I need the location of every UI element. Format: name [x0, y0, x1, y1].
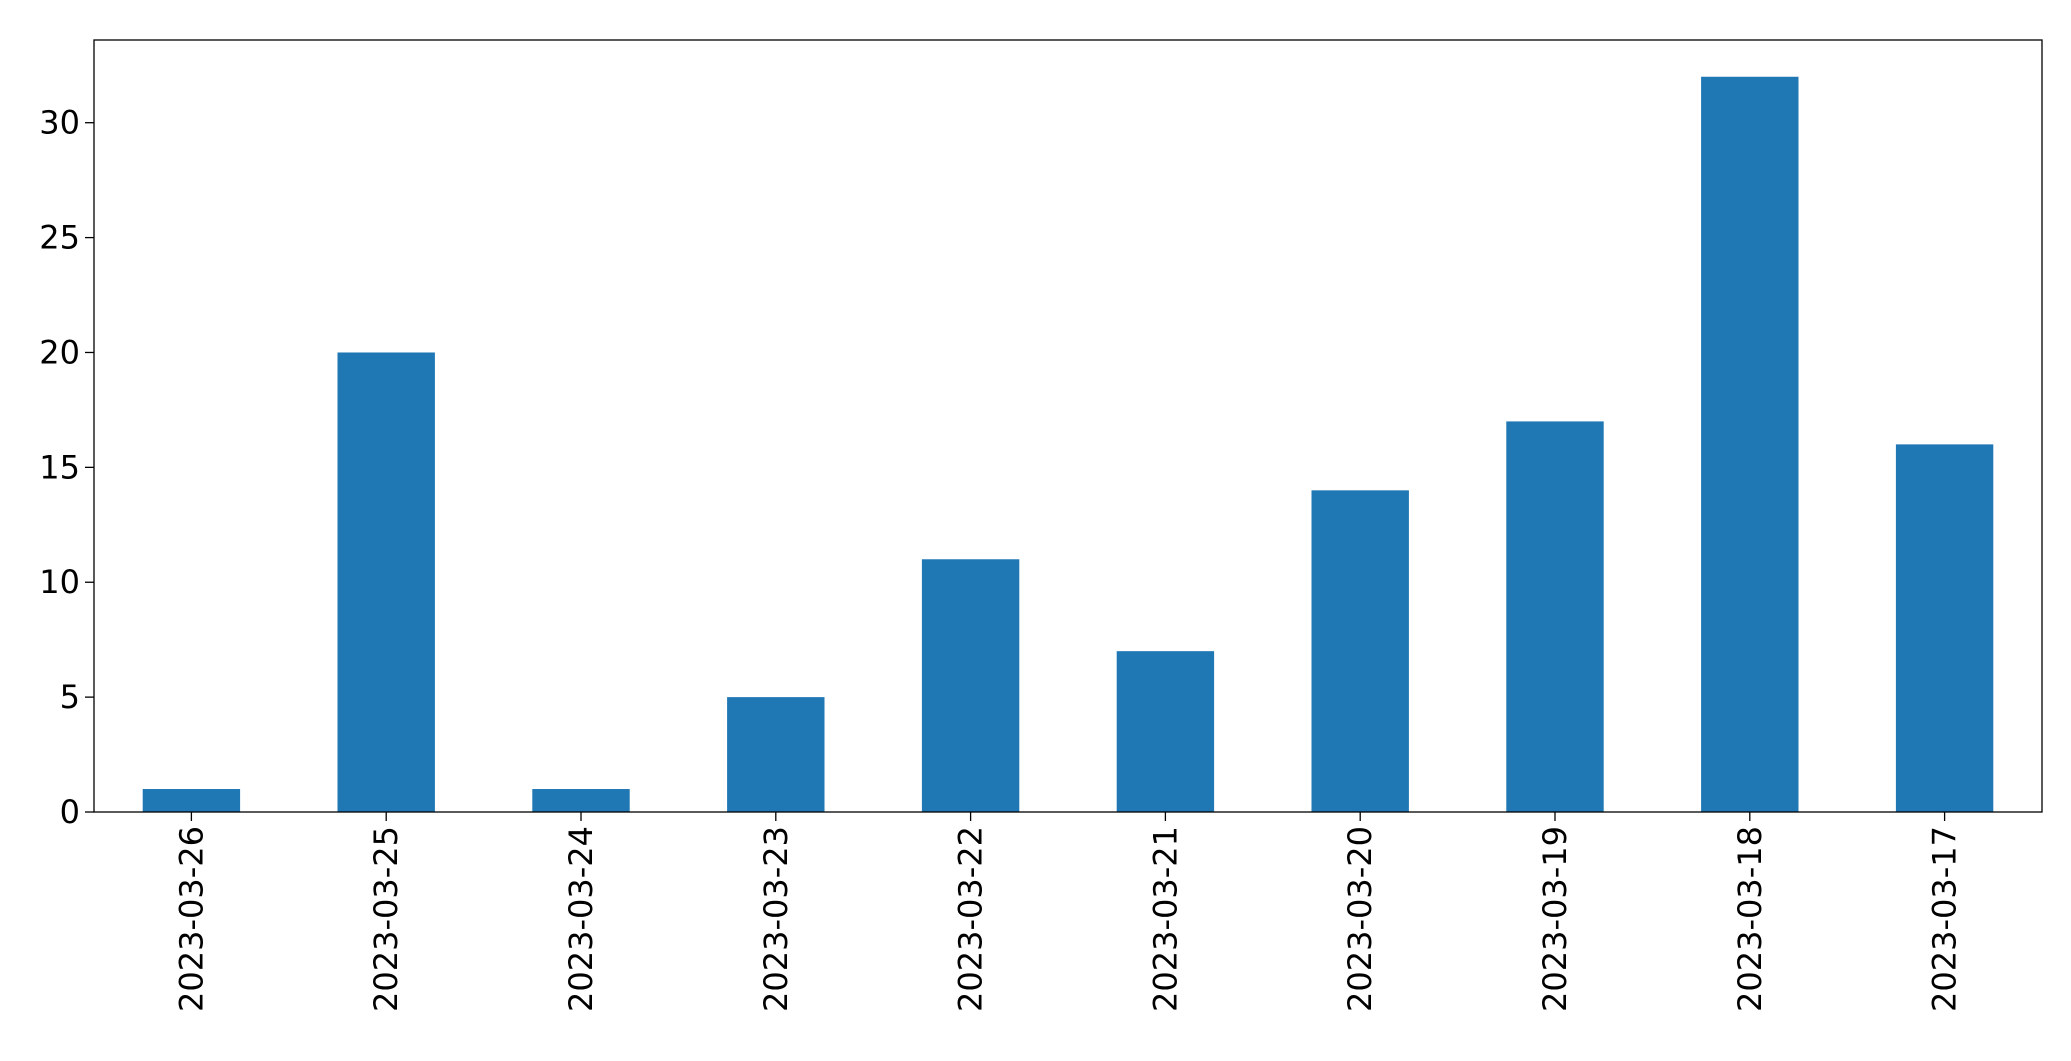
bar: [337, 352, 435, 812]
x-tick-label: 2023-03-19: [1536, 826, 1574, 1012]
bar: [1116, 651, 1215, 812]
x-tick-label: 2023-03-21: [1146, 826, 1184, 1012]
bar: [921, 559, 1020, 812]
x-tick-label: 2023-03-24: [562, 826, 600, 1012]
y-tick-label: 30: [39, 104, 80, 142]
x-tick-label: 2023-03-18: [1731, 826, 1769, 1012]
x-tick-label: 2023-03-23: [757, 826, 795, 1012]
y-tick-label: 0: [60, 793, 80, 831]
y-tick-label: 20: [39, 333, 80, 371]
bar: [1895, 444, 1994, 812]
y-tick-label: 25: [39, 219, 80, 257]
bar: [142, 789, 241, 812]
y-tick-label: 5: [60, 678, 80, 716]
x-tick-label: 2023-03-26: [172, 826, 210, 1012]
x-tick-label: 2023-03-25: [367, 826, 405, 1012]
bar: [1506, 421, 1604, 812]
bar: [1311, 490, 1409, 812]
x-tick-label: 2023-03-22: [952, 826, 990, 1012]
bar: [532, 789, 630, 812]
y-tick-label: 15: [39, 448, 80, 486]
y-tick-label: 10: [39, 563, 80, 601]
x-tick-label: 2023-03-17: [1926, 826, 1964, 1012]
x-tick-label: 2023-03-20: [1341, 826, 1379, 1012]
bar: [727, 697, 825, 812]
plot-frame: [93, 39, 2043, 813]
bar: [1701, 76, 1799, 812]
